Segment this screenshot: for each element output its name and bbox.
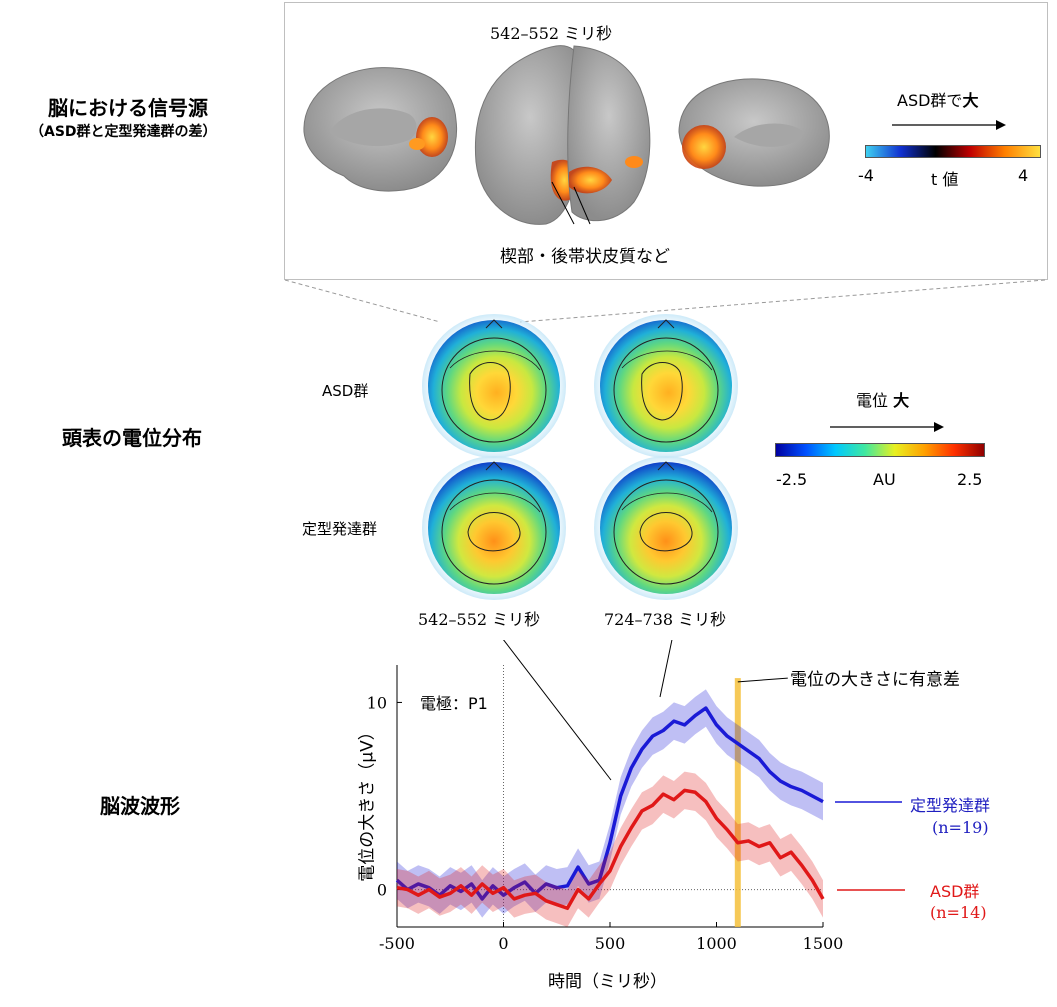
legend-td-name: 定型発達群 [910,796,991,815]
scalp-colorbar-axis-label: AU [873,470,896,489]
y-tick-label: 0 [377,881,387,900]
brain-source-subtitle: （ASD群と定型発達群の差） [30,124,217,140]
brain-colorbar [865,145,1041,158]
x-tick-label: 1500 [803,934,844,953]
scalp-map-asd-724 [594,314,738,458]
brain-time-label: 542–552 ミリ秒 [490,24,613,43]
brain-colorbar-min: -4 [858,166,874,185]
right-medial-brain [678,78,830,187]
legend-td-n: (n=19) [932,818,989,837]
scalp-colorbar [775,443,985,457]
region-pointer-line [551,181,575,225]
significance-band [734,678,741,927]
brain-colorbar-title: ASD群で大 [897,91,979,110]
waveform-chart: -500 0 500 1000 1500 0 10 [367,640,905,953]
legend-asd-name: ASD群 [930,882,980,901]
x-tick-label: 500 [595,934,626,953]
legend-asd-n: (n=14) [930,903,987,922]
scalp-row-label-td: 定型発達群 [302,520,378,538]
scalp-colorbar-title: 電位 大 [856,391,910,410]
posterior-right-brain [567,45,651,222]
region-pointer-line [573,186,591,225]
significance-pointer [737,677,788,683]
x-tick-label: 0 [498,934,508,953]
panel-connector-lines [284,279,1046,323]
left-medial-brain [303,67,458,192]
brain-colorbar-arrow [892,120,1006,130]
waveform-title: 脳波波形 [100,794,180,818]
scalp-row-label-asd: ASD群 [322,382,369,400]
significance-label: 電位の大きさに有意差 [790,670,960,690]
scalp-title: 頭表の電位分布 [62,426,202,450]
brain-source-title: 脳における信号源 [48,96,208,120]
time-pointer-724 [659,640,673,698]
scalp-map-asd-542 [422,314,566,458]
scalp-colorbar-max: 2.5 [957,470,983,489]
scalp-map-td-724 [594,456,738,600]
scalp-maps [422,314,738,600]
scalp-time-label-724: 724–738 ミリ秒 [604,610,727,629]
brain-colorbar-max: 4 [1018,166,1029,185]
xlabel: 時間（ミリ秒） [548,972,667,992]
brain-colorbar-axis-label: t 値 [931,170,959,189]
region-label: 楔部・後帯状皮質など [500,247,670,267]
electrode-label: 電極：P1 [420,694,488,713]
time-pointer-542 [503,640,612,781]
scalp-colorbar-min: -2.5 [776,470,808,489]
scalp-colorbar-arrow [830,422,944,432]
ylabel: 電位の大きさ（μV） [357,723,378,882]
brain-images [303,45,830,225]
scalp-time-label-542: 542–552 ミリ秒 [418,610,541,629]
x-tick-label: 1000 [696,934,737,953]
x-tick-label: -500 [379,934,415,953]
scalp-map-td-542 [422,456,566,600]
y-tick-label: 10 [367,693,387,712]
